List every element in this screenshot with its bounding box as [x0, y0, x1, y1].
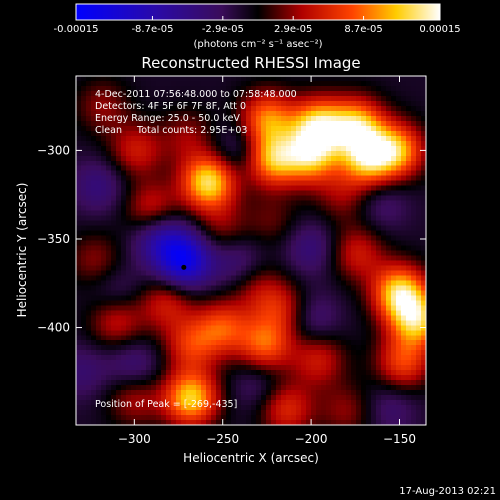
peak-marker [181, 264, 187, 270]
plot-frame [75, 75, 427, 426]
y-tick-label: −350 [37, 232, 70, 246]
x-tick-label: −300 [118, 432, 151, 446]
x-tick-label: −150 [383, 432, 416, 446]
colorbar [75, 3, 441, 21]
colorbar-tick-label: 0.00015 [419, 24, 460, 35]
annotation-energy-range: Energy Range: 25.0 - 50.0 keV [95, 113, 240, 124]
colorbar-units: (photons cm⁻² s⁻¹ asec⁻²) [193, 39, 322, 50]
heatmap-image [76, 76, 426, 425]
annotation-clean-counts: Clean Total counts: 2.95E+03 [95, 125, 247, 136]
annotation-time-range: 4-Dec-2011 07:56:48.000 to 07:58:48.000 [95, 89, 297, 100]
footer-timestamp: 17-Aug-2013 02:21 [399, 486, 496, 497]
colorbar-tick-label: -2.9e-05 [202, 24, 244, 35]
chart-title: Reconstructed RHESSI Image [141, 54, 360, 72]
peak-marker-dot [181, 264, 187, 270]
x-tick-label: −250 [206, 432, 239, 446]
y-tick-label: −400 [37, 321, 70, 335]
y-axis-ticks: −300 −350 −400 [37, 143, 426, 335]
y-axis-label: Heliocentric Y (arcsec) [15, 183, 29, 318]
x-axis-label: Heliocentric X (arcsec) [183, 451, 319, 465]
y-tick-label: −300 [37, 143, 70, 157]
x-axis-ticks: −300 −250 −200 −150 [118, 76, 416, 446]
colorbar-tick-label: 8.7e-05 [344, 24, 382, 35]
colorbar-tick-label: -0.00015 [54, 24, 99, 35]
colorbar-ticks: -0.00015 -8.7e-05 -2.9e-05 2.9e-05 8.7e-05 0.… [54, 16, 461, 35]
annotation-peak-position: Position of Peak = [-269,-435] [95, 399, 237, 410]
annotation-detectors: Detectors: 4F 5F 6F 7F 8F, Att 0 [95, 101, 246, 112]
colorbar-tick-label: -8.7e-05 [131, 24, 173, 35]
x-tick-label: −200 [295, 432, 328, 446]
colorbar-tick-label: 2.9e-05 [274, 24, 312, 35]
